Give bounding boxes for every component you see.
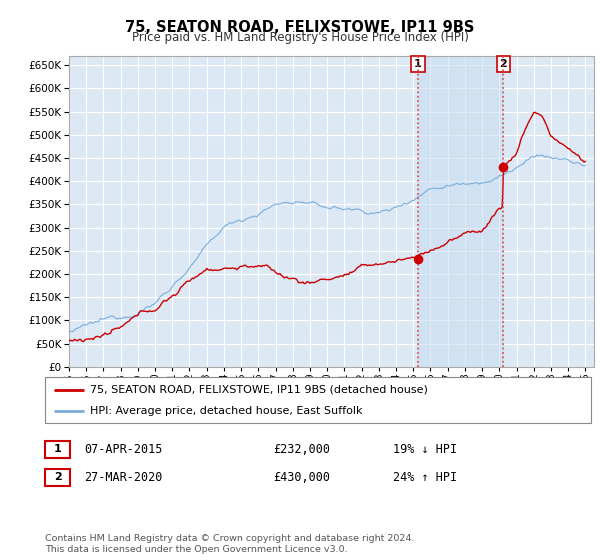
Text: 1: 1 [54, 444, 61, 454]
Text: 27-MAR-2020: 27-MAR-2020 [84, 470, 163, 484]
Text: 24% ↑ HPI: 24% ↑ HPI [393, 470, 457, 484]
Text: 2: 2 [499, 59, 507, 69]
Text: 75, SEATON ROAD, FELIXSTOWE, IP11 9BS: 75, SEATON ROAD, FELIXSTOWE, IP11 9BS [125, 20, 475, 35]
Text: Price paid vs. HM Land Registry's House Price Index (HPI): Price paid vs. HM Land Registry's House … [131, 31, 469, 44]
Text: 2: 2 [54, 472, 61, 482]
Bar [418, 56, 503, 367]
Text: HPI: Average price, detached house, East Suffolk: HPI: Average price, detached house, East… [90, 407, 362, 416]
Text: Contains HM Land Registry data © Crown copyright and database right 2024.
This d: Contains HM Land Registry data © Crown c… [45, 534, 415, 554]
Text: £232,000: £232,000 [273, 442, 330, 456]
Text: 07-APR-2015: 07-APR-2015 [84, 442, 163, 456]
Text: 19% ↓ HPI: 19% ↓ HPI [393, 442, 457, 456]
Text: 75, SEATON ROAD, FELIXSTOWE, IP11 9BS (detached house): 75, SEATON ROAD, FELIXSTOWE, IP11 9BS (d… [90, 385, 428, 395]
Text: 1: 1 [414, 59, 422, 69]
Text: £430,000: £430,000 [273, 470, 330, 484]
